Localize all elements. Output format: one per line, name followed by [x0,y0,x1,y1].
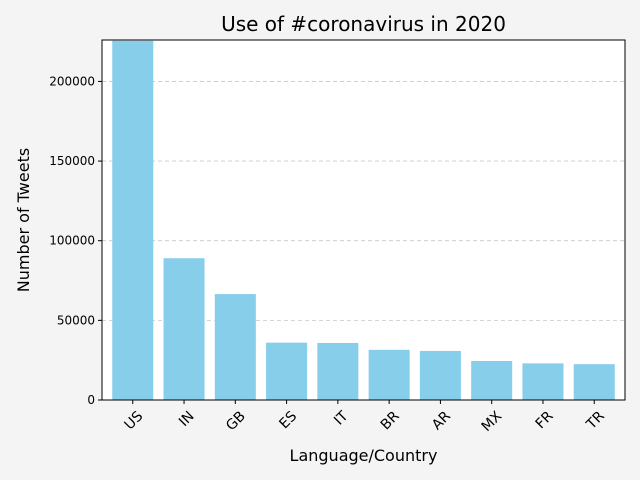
x-tick-label-fr: FR [533,408,557,432]
x-tick-label-br: BR [378,408,403,433]
bar-gb [214,294,256,400]
y-tick-label: 0 [87,393,95,407]
y-tick-label: 100000 [49,234,95,248]
y-tick-label: 50000 [57,313,95,327]
y-axis-label: Number of Tweets [14,148,33,292]
y-axis-ticks: 0 50000 100000 150000 200000 [49,74,102,407]
bar-us [112,40,154,401]
x-tick-label-ar: AR [429,408,454,433]
bar-mx [471,360,513,400]
bars [112,40,615,401]
x-axis-label: Language/Country [290,446,438,465]
bar-br [368,349,410,400]
x-axis-ticks: US IN GB ES IT BR AR MX FR TR [122,400,608,435]
bar-it [317,342,359,400]
x-tick-label-tr: TR [583,408,608,433]
y-tick-label: 200000 [49,74,95,88]
x-tick-label-mx: MX [479,408,506,435]
bar-ar [419,350,461,400]
bar-es [266,342,308,400]
bar-fr [522,363,564,400]
x-tick-label-gb: GB [223,408,249,434]
x-tick-label-us: US [122,408,147,433]
x-tick-label-it: IT [331,408,352,429]
x-tick-label-in: IN [176,408,198,430]
y-tick-label: 150000 [49,154,95,168]
bar-in [163,258,205,400]
bar-tr [573,364,615,400]
chart-title: Use of #coronavirus in 2020 [221,12,506,36]
plot-frame [101,39,626,401]
x-tick-label-es: ES [276,408,300,432]
